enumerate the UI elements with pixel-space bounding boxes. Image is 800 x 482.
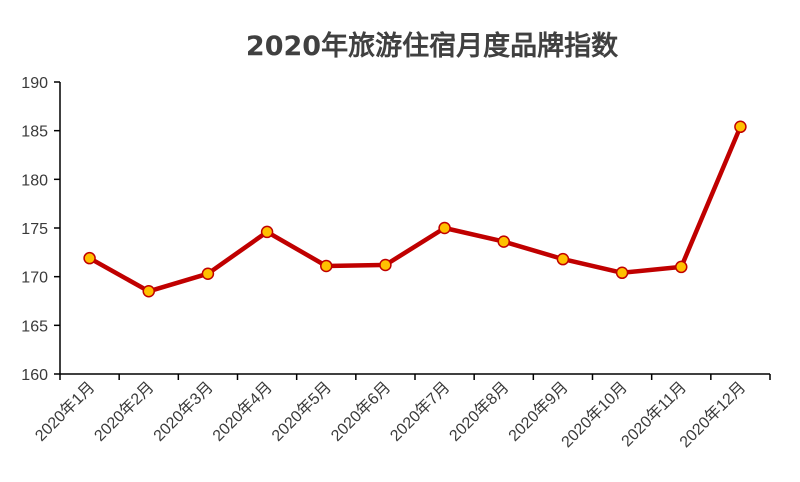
data-point xyxy=(201,267,215,280)
axes xyxy=(59,82,770,375)
data-point xyxy=(675,260,688,274)
y-tick-label: 170 xyxy=(21,270,48,287)
y-tick-label: 180 xyxy=(21,172,48,189)
x-tick-label: 2020年8月 xyxy=(446,378,513,445)
x-tick-label: 2020年5月 xyxy=(268,378,335,445)
x-tick-label: 2020年2月 xyxy=(91,378,158,445)
x-tick-label: 2020年4月 xyxy=(209,378,276,445)
data-point xyxy=(556,252,570,266)
y-tick-label: 185 xyxy=(21,124,48,141)
series-line xyxy=(87,124,743,294)
y-tick-label: 175 xyxy=(21,221,48,238)
y-tick-label: 190 xyxy=(21,75,48,92)
x-tick-label: 2020年7月 xyxy=(387,378,454,445)
x-axis-ticks: 2020年1月2020年2月2020年3月2020年4月2020年5月2020年… xyxy=(32,374,771,451)
y-tick-label: 160 xyxy=(21,367,48,384)
x-tick-label: 2020年6月 xyxy=(327,378,394,445)
data-point xyxy=(379,258,392,272)
x-tick-label: 2020年1月 xyxy=(32,378,99,445)
series-group xyxy=(83,120,747,298)
data-point xyxy=(142,285,155,298)
data-point xyxy=(497,235,510,248)
data-point xyxy=(260,225,274,239)
chart-title: 2020年旅游住宿月度品牌指数 xyxy=(246,30,619,62)
x-tick-label: 2020年3月 xyxy=(150,378,217,445)
y-axis-ticks: 160 165 170 175 180 185 190 xyxy=(21,75,60,384)
data-point xyxy=(438,221,451,235)
data-point xyxy=(615,266,629,280)
data-point xyxy=(83,251,96,265)
y-tick-label: 165 xyxy=(21,318,48,335)
data-point xyxy=(320,259,333,273)
data-point xyxy=(734,120,747,134)
